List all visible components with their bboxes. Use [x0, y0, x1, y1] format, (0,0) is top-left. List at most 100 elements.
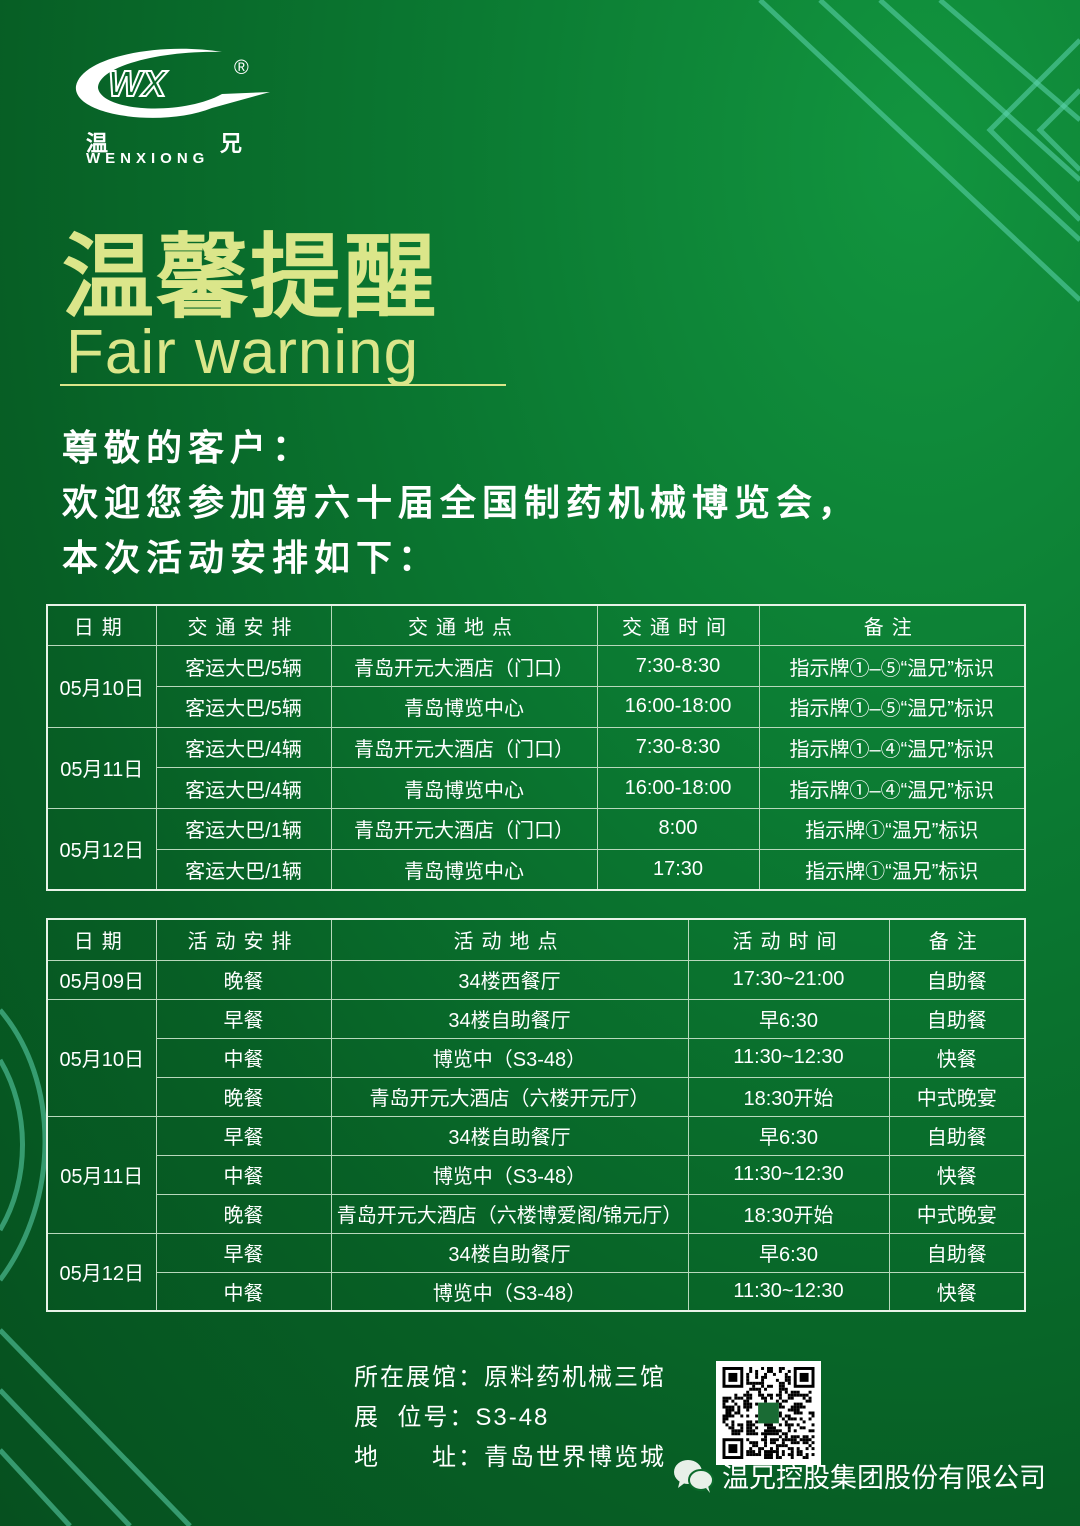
table-cell: 34楼西餐厅: [330, 959, 689, 1000]
info-row: 所在展馆： 原料药机械三馆: [354, 1358, 666, 1398]
info-row: 地 址： 青岛世界博览城: [354, 1438, 666, 1478]
table-cell: 客运大巴/4辆: [155, 726, 332, 769]
table-cell: 早餐: [155, 998, 332, 1039]
table-cell: 青岛开元大酒店（门口）: [330, 807, 598, 850]
table-cell: 指示牌①–④“温兄”标识: [758, 726, 1026, 769]
table-cell: 自助餐: [888, 1232, 1026, 1273]
header-row: 日期 活动安排 活动地点 活动时间 备注: [46, 918, 1026, 961]
column-header: 活动安排: [155, 918, 332, 961]
column-header: 日期: [46, 604, 157, 647]
table-cell: 16:00-18:00: [596, 767, 760, 809]
table-cell: 11:30~12:30: [687, 1154, 890, 1195]
info-label: 所在展馆：: [354, 1364, 484, 1391]
info-row: 展 位号： S3-48: [354, 1398, 666, 1438]
table-cell: 中餐: [155, 1037, 332, 1078]
title-divider: [60, 384, 506, 386]
table-cell: 快餐: [888, 1037, 1026, 1078]
table-cell: 快餐: [888, 1154, 1026, 1195]
table-cell: 客运大巴/5辆: [155, 685, 332, 728]
table-cell: 客运大巴/5辆: [155, 645, 332, 687]
qr-code: [716, 1361, 821, 1465]
table-cell: 早6:30: [687, 998, 890, 1039]
table-row: 05月11日 早餐 34楼自助餐厅 早6:30 自助餐: [46, 1115, 1026, 1234]
info-label: 地 址：: [354, 1444, 485, 1471]
table-cell: 晚餐: [155, 1193, 332, 1234]
table-cell: 青岛开元大酒店（门口）: [330, 645, 598, 687]
table-cell: 34楼自助餐厅: [330, 1115, 689, 1156]
table-cell: 早6:30: [687, 1115, 890, 1156]
table-row: 中餐 博览中（S3-48） 11:30~12:30 快餐: [47, 1037, 1026, 1078]
column-header: 交通地点: [330, 604, 598, 647]
table-cell: 中餐: [155, 1154, 332, 1195]
wenxiong-logo: WX ®: [72, 46, 272, 166]
table-row: 05月09日 晚餐 34楼西餐厅 17:30~21:00 自助餐: [46, 959, 1026, 1000]
column-header: 备注: [758, 604, 1026, 647]
table-cell: 青岛博览中心: [330, 848, 598, 891]
activity-table: 日期 活动安排 活动地点 活动时间 备注 05月09日 晚餐 34楼西餐厅 17:30~21:0…: [46, 918, 1026, 1312]
info-label: 展 位号：: [354, 1404, 476, 1431]
table-row: 中餐 博览中（S3-48） 11:30~12:30 快餐: [47, 1271, 1026, 1312]
page-subtitle: Fair warning: [66, 318, 420, 387]
table-cell: 青岛开元大酒店（六楼博爱阁/锦元厅）: [330, 1193, 689, 1234]
table-cell: 指示牌①–④“温兄”标识: [758, 767, 1026, 809]
transport-table: 日期 交通安排 交通地点 交通时间 备注 05月10日 客运大巴/5辆 青岛开元大酒店（门口）…: [46, 604, 1026, 891]
table-cell: 早6:30: [687, 1232, 890, 1273]
table-row: 客运大巴/5辆 青岛博览中心 16:00-18:00 指示牌①–⑤“温兄”标识: [47, 685, 1026, 728]
column-header: 交通安排: [155, 604, 332, 647]
table-cell: 指示牌①“温兄”标识: [758, 848, 1026, 891]
info-value: 原料药机械三馆: [484, 1364, 666, 1391]
table-cell: 7:30-8:30: [596, 726, 760, 769]
logo-cn: 温兄: [86, 126, 242, 158]
table-cell: 17:30~21:00: [687, 959, 890, 1000]
table-row: 05月10日 客运大巴/5辆 青岛开元大酒店（门口） 7:30-8:30 指示牌①–⑤“…: [46, 645, 1026, 728]
table-cell: 34楼自助餐厅: [330, 1232, 689, 1273]
logo-en: WENXIONG: [86, 150, 210, 167]
table-cell: 18:30开始: [687, 1076, 890, 1117]
table-cell: 客运大巴/4辆: [155, 767, 332, 809]
table-cell: 晚餐: [155, 1076, 332, 1117]
table-row: 中餐 博览中（S3-48） 11:30~12:30 快餐: [47, 1154, 1026, 1195]
column-header: 交通时间: [596, 604, 760, 647]
table-cell: 博览中（S3-48）: [330, 1271, 689, 1312]
greeting-line: 尊敬的客户：: [62, 427, 315, 468]
logo-mark: WX: [108, 63, 168, 104]
table-cell: 指示牌①“温兄”标识: [758, 807, 1026, 850]
logo-cn-2: 兄: [219, 131, 242, 156]
table-cell: 18:30开始: [687, 1193, 890, 1234]
table-cell: 青岛博览中心: [330, 685, 598, 728]
table-cell: 11:30~12:30: [687, 1037, 890, 1078]
table-cell: 早餐: [155, 1115, 332, 1156]
greeting-line: 本次活动安排如下：: [62, 537, 441, 578]
date-cell: 05月12日: [46, 807, 157, 891]
table-cell: 客运大巴/1辆: [155, 807, 332, 850]
table-cell: 34楼自助餐厅: [330, 998, 689, 1039]
venue-info: 所在展馆： 原料药机械三馆 展 位号： S3-48 地 址： 青岛世界博览城: [354, 1358, 666, 1478]
company-name: 温兄控股集团股份有限公司: [672, 1456, 1046, 1495]
table-cell: 中餐: [155, 1271, 332, 1312]
date-cell: 05月10日: [46, 998, 157, 1117]
date-cell: 05月10日: [46, 645, 157, 728]
table-row: 05月11日 客运大巴/4辆 青岛开元大酒店（门口） 7:30-8:30 指示牌①–④“…: [46, 726, 1026, 809]
greeting-line: 欢迎您参加第六十届全国制药机械博览会，: [62, 482, 861, 523]
table-row: 客运大巴/4辆 青岛博览中心 16:00-18:00 指示牌①–④“温兄”标识: [47, 767, 1026, 809]
column-header: 日期: [46, 918, 157, 961]
table-row: 客运大巴/1辆 青岛博览中心 17:30 指示牌①“温兄”标识: [47, 848, 1026, 891]
company-text: 温兄控股集团股份有限公司: [722, 1463, 1046, 1493]
column-header: 活动地点: [330, 918, 689, 961]
table-cell: 中式晚宴: [888, 1076, 1026, 1117]
table-cell: 自助餐: [888, 998, 1026, 1039]
table-cell: 青岛开元大酒店（六楼开元厅）: [330, 1076, 689, 1117]
table-cell: 自助餐: [888, 1115, 1026, 1156]
registered-mark: ®: [234, 57, 249, 79]
column-header: 备注: [888, 918, 1026, 961]
logo-cn-1: 温: [86, 131, 109, 156]
column-header: 活动时间: [687, 918, 890, 961]
date-cell: 05月09日: [46, 959, 157, 1000]
table-row: 晚餐 青岛开元大酒店（六楼开元厅） 18:30开始 中式晚宴: [47, 1076, 1026, 1117]
page-title: 温馨提醒: [62, 227, 439, 329]
table-row: 05月12日 客运大巴/1辆 青岛开元大酒店（门口） 8:00 指示牌①“温兄”标识: [46, 807, 1026, 891]
info-value: S3-48: [475, 1404, 550, 1431]
table-cell: 中式晚宴: [888, 1193, 1026, 1234]
table-cell: 自助餐: [888, 959, 1026, 1000]
table-cell: 快餐: [888, 1271, 1026, 1312]
